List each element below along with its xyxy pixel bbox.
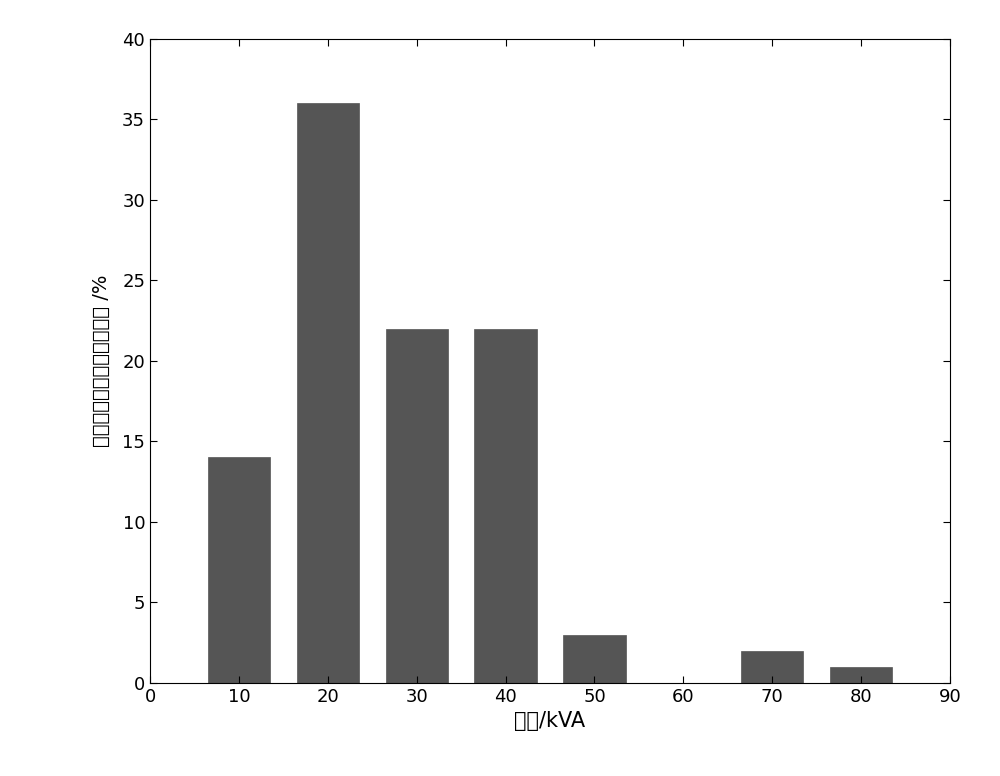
Bar — [297, 103, 359, 683]
Bar — [386, 329, 448, 683]
Bar — [474, 329, 537, 683]
Bar — [741, 650, 803, 683]
Bar — [563, 635, 626, 683]
Bar — [208, 458, 270, 683]
Bar — [830, 667, 892, 683]
X-axis label: 负荷/kVA: 负荷/kVA — [514, 712, 586, 731]
Y-axis label: 不同负荷全年运行时间占比 /%: 不同负荷全年运行时间占比 /% — [92, 275, 111, 447]
